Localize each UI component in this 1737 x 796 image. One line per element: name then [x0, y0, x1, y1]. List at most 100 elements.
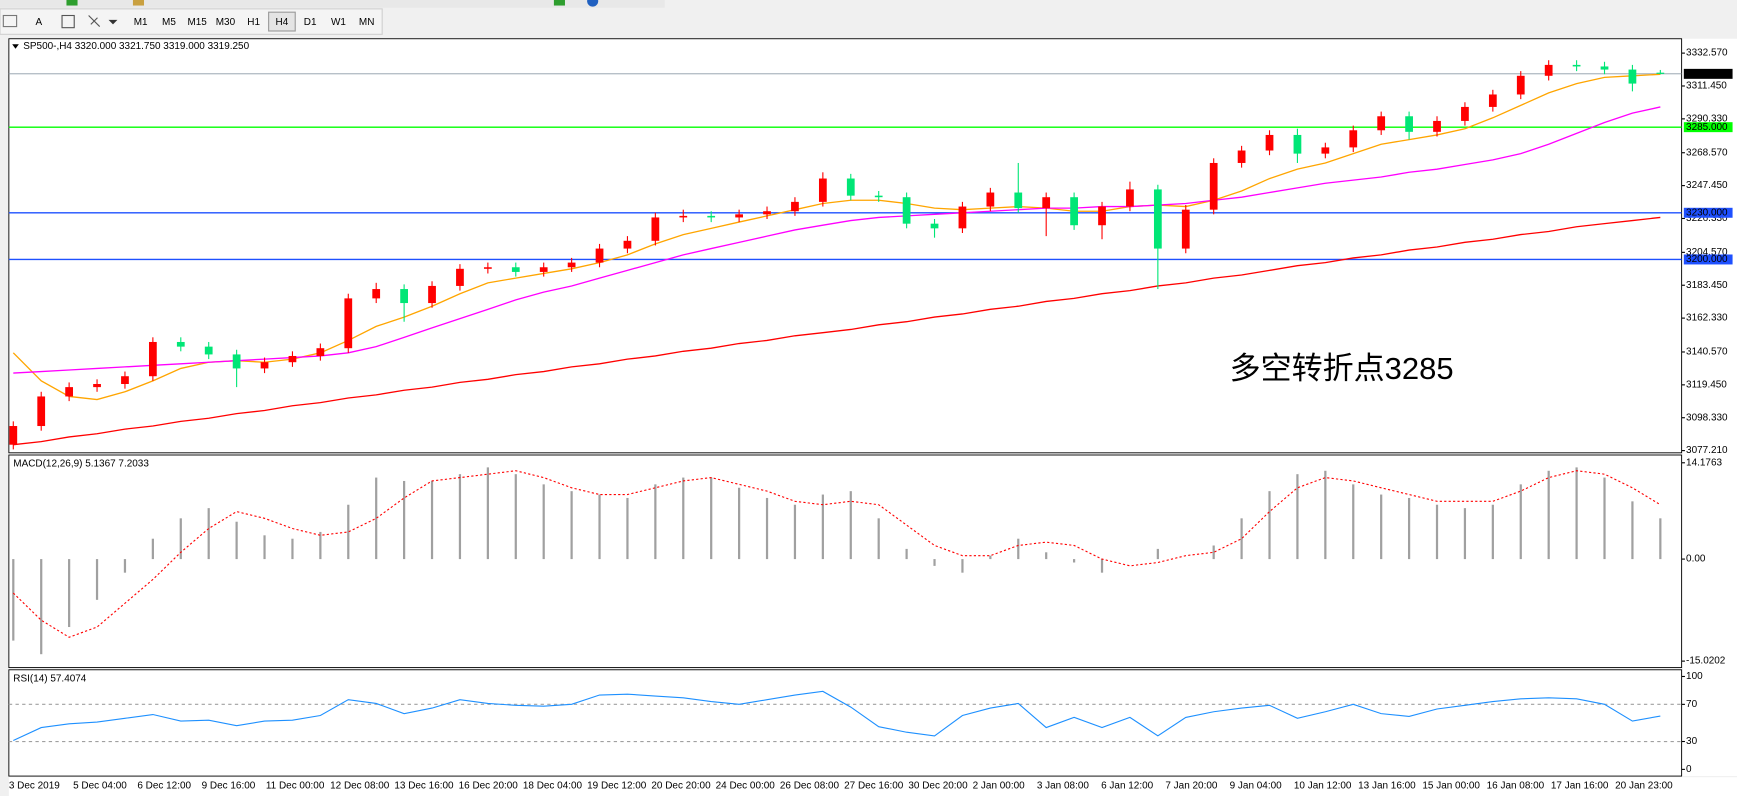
- candle-body: [763, 211, 771, 215]
- candle-body: [1126, 189, 1134, 207]
- x-tick-label: 3 Jan 08:00: [1037, 781, 1090, 792]
- macd-histogram-bar: [1631, 501, 1634, 560]
- macd-histogram-bar: [682, 477, 685, 560]
- macd-histogram-bar: [263, 535, 266, 560]
- macd-histogram-bar: [291, 538, 294, 560]
- candle-body: [1656, 72, 1665, 74]
- candle-body: [846, 178, 855, 196]
- macd-histogram-bar: [1268, 491, 1271, 560]
- x-tick-label: 27 Dec 16:00: [844, 781, 904, 792]
- candle-body: [1461, 106, 1469, 121]
- y-tick-label: 3226.330: [1686, 213, 1728, 224]
- candle-body: [1098, 206, 1106, 226]
- macd-histogram-bar: [738, 487, 741, 560]
- candle-body: [818, 178, 827, 202]
- macd-histogram-bar: [1547, 470, 1550, 560]
- timeframe-button[interactable]: H1: [247, 17, 260, 28]
- candle-body: [288, 355, 297, 363]
- x-tick-label: 7 Jan 20:00: [1165, 781, 1218, 792]
- toolbar-row: [0, 0, 665, 8]
- macd-histogram-bar: [207, 508, 210, 560]
- macd-histogram-bar: [1603, 477, 1606, 560]
- toolbar-icon[interactable]: [88, 15, 101, 27]
- time-scale: [8, 777, 1737, 796]
- y-tick-label: 0: [1686, 764, 1692, 775]
- macd-histogram-bar: [1212, 545, 1215, 560]
- y-tick-label: 3098.330: [1686, 412, 1728, 423]
- timeframe-button[interactable]: M15: [187, 17, 207, 28]
- macd-histogram-bar: [626, 497, 629, 560]
- macd-histogram-bar: [514, 474, 517, 560]
- macd-histogram-bar: [1156, 548, 1159, 560]
- price-panel: [8, 38, 1683, 454]
- x-tick-label: 6 Dec 12:00: [137, 781, 191, 792]
- toolbar-icon[interactable]: [108, 19, 118, 25]
- macd-histogram-bar: [933, 559, 936, 566]
- macd-histogram-bar: [961, 559, 964, 573]
- y-tick-label: 3247.450: [1686, 180, 1728, 191]
- macd-histogram-bar: [375, 477, 378, 560]
- candle-body: [316, 348, 325, 356]
- toolbar-icon: [553, 0, 565, 6]
- x-tick-label: 6 Jan 12:00: [1101, 781, 1154, 792]
- candle-body: [1405, 116, 1413, 132]
- annotation: 多空转折点3285: [1230, 351, 1454, 386]
- y-tick-label: 3119.450: [1686, 379, 1727, 390]
- toolbar-row: [0, 8, 383, 35]
- level-label-box: [1683, 207, 1733, 218]
- macd-histogram-bar: [598, 494, 601, 560]
- candle-body: [483, 267, 492, 269]
- candle-body: [930, 223, 939, 229]
- x-tick-label: 10 Jan 12:00: [1294, 781, 1352, 792]
- macd-histogram-bar: [1072, 559, 1076, 563]
- x-tick-label: 11 Dec 00:00: [266, 781, 325, 792]
- macd-histogram-bar: [179, 518, 182, 560]
- y-tick-label: 3140.570: [1686, 347, 1728, 358]
- x-tick-label: 26 Dec 08:00: [780, 781, 840, 792]
- timeframe-button[interactable]: W1: [331, 17, 346, 28]
- level-label: 3230.000: [1686, 207, 1728, 218]
- candle-body: [539, 267, 548, 272]
- macd-histogram-bar: [1659, 518, 1662, 560]
- rsi-title: RSI(14) 57.4074: [13, 673, 87, 684]
- macd-histogram-bar: [1045, 552, 1048, 560]
- toolbar-icon[interactable]: [2, 14, 18, 28]
- candle-body: [1293, 134, 1302, 154]
- macd-histogram-bar: [765, 497, 769, 560]
- timeframe-button[interactable]: D1: [304, 17, 317, 28]
- candle-body: [1237, 150, 1246, 163]
- macd-histogram-bar: [989, 555, 992, 560]
- macd-histogram-bar: [793, 504, 797, 560]
- panel-menu-icon[interactable]: [12, 44, 19, 49]
- timeframe-button[interactable]: MN: [359, 17, 374, 28]
- x-tick-label: 19 Dec 12:00: [587, 781, 647, 792]
- level-label: 3200.000: [1686, 254, 1728, 265]
- candle-body: [707, 215, 716, 218]
- x-tick-label: 13 Dec 16:00: [394, 781, 454, 792]
- candle-body: [1433, 120, 1441, 132]
- macd-histogram-bar: [1407, 497, 1411, 560]
- level-label-box: [1683, 254, 1733, 265]
- macd-histogram-bar: [347, 504, 350, 560]
- moving-average: [12, 73, 1661, 401]
- candle-body: [1488, 94, 1497, 107]
- candle-body: [232, 354, 241, 369]
- macd-histogram-bar: [905, 548, 908, 560]
- toolbar-text-tool[interactable]: A: [35, 17, 42, 28]
- timeframe-button[interactable]: M30: [216, 17, 236, 28]
- macd-histogram-bar: [40, 559, 43, 655]
- toolbar-icon[interactable]: [61, 14, 75, 29]
- rsi-line: [13, 690, 1661, 742]
- candle-body: [1209, 162, 1218, 210]
- timeframe-button[interactable]: M1: [134, 17, 148, 28]
- chart-header: SP500-,H4 3320.000 3321.750 3319.000 331…: [23, 41, 249, 52]
- macd-histogram-bar: [12, 559, 15, 641]
- timeframe-button[interactable]: M5: [162, 17, 176, 28]
- candle-body: [1544, 64, 1553, 76]
- candle-body: [148, 341, 157, 377]
- toolbar-icon: [66, 0, 78, 6]
- candle-body: [1153, 189, 1162, 249]
- candle-body: [176, 341, 185, 347]
- timeframe-button[interactable]: H4: [276, 17, 289, 28]
- price-scale: [1682, 38, 1737, 777]
